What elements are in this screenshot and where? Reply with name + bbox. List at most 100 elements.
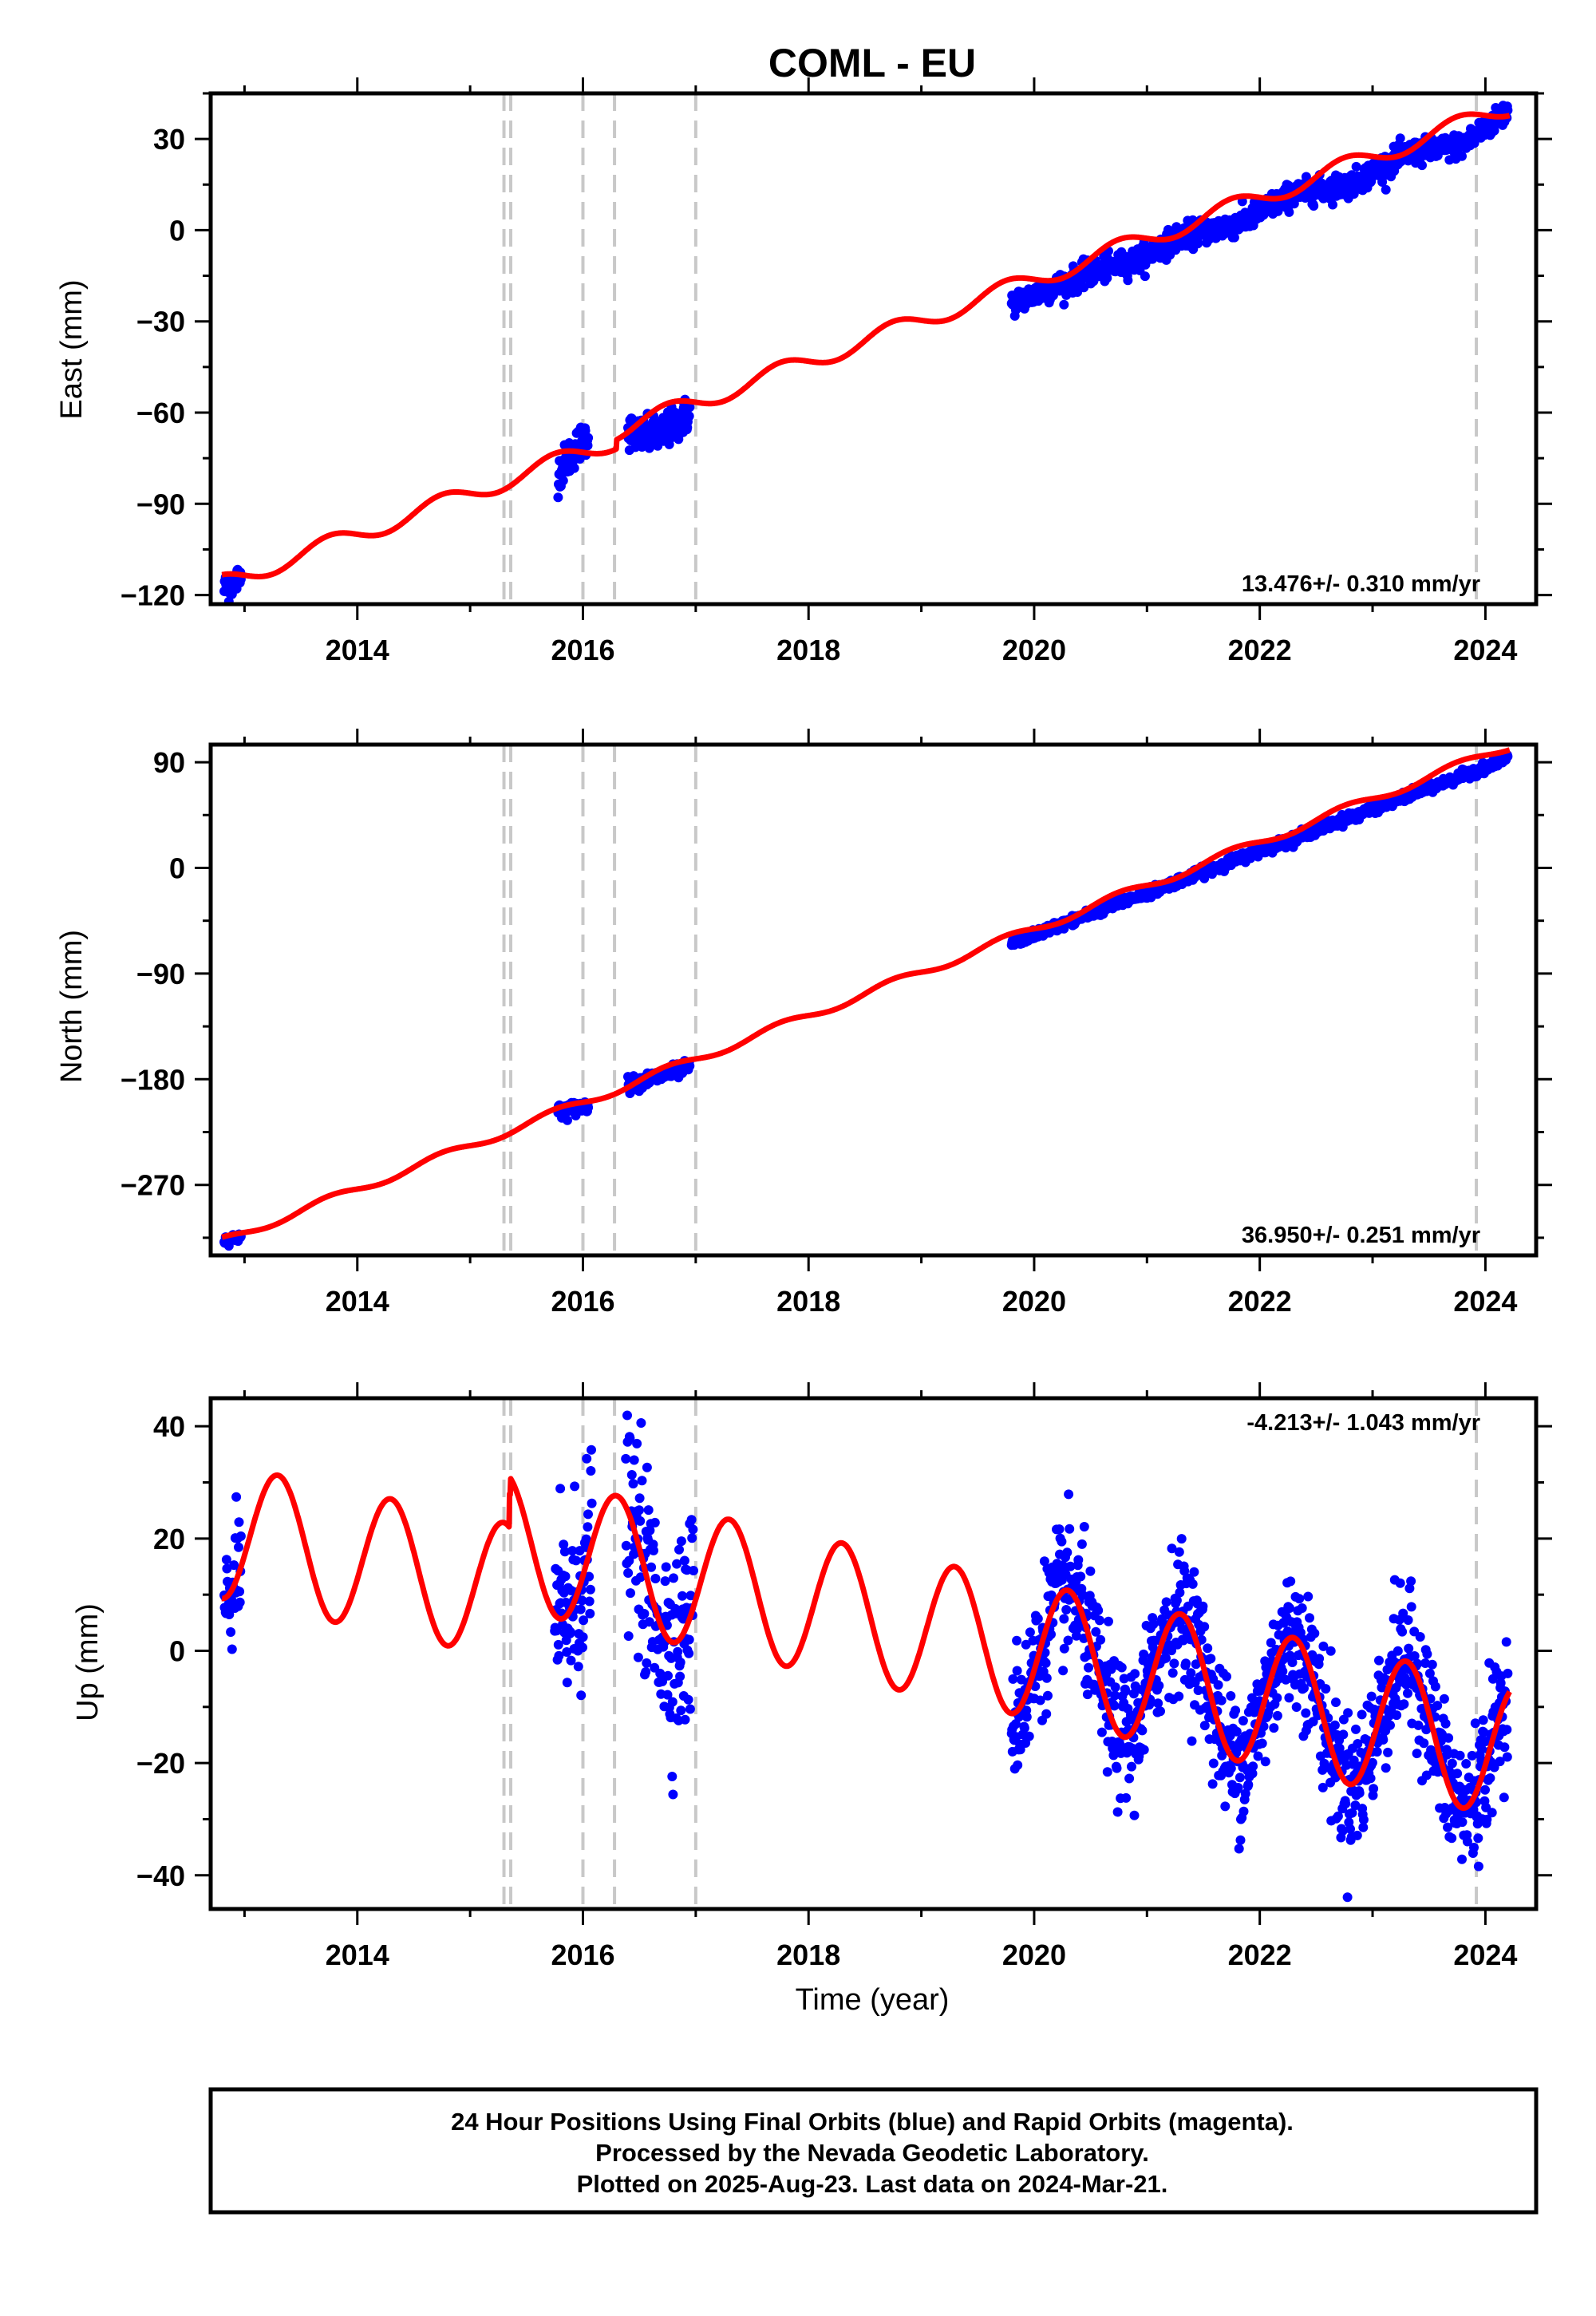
data-point xyxy=(1033,1614,1043,1624)
data-point xyxy=(234,1517,244,1528)
data-point xyxy=(1403,1688,1412,1698)
data-point xyxy=(1417,160,1427,171)
data-point xyxy=(1129,1810,1140,1820)
data-point xyxy=(626,1470,637,1480)
data-point xyxy=(1079,1522,1089,1531)
data-point xyxy=(226,1627,236,1637)
data-point xyxy=(1501,1637,1511,1647)
data-point xyxy=(1189,1567,1199,1577)
data-point xyxy=(1294,1594,1305,1604)
data-point xyxy=(1502,1752,1512,1762)
data-point xyxy=(1473,1861,1483,1871)
data-point xyxy=(1008,1674,1018,1684)
data-point xyxy=(1198,1601,1208,1611)
data-point xyxy=(584,1596,595,1607)
data-point xyxy=(1444,1733,1454,1743)
data-point xyxy=(650,1574,661,1583)
plot-frame xyxy=(208,1396,1539,1911)
data-point xyxy=(1041,1709,1052,1719)
data-point xyxy=(685,1061,695,1071)
data-point xyxy=(1176,1534,1187,1544)
data-point xyxy=(646,1562,657,1572)
x-tick-label: 2020 xyxy=(1002,1939,1066,1971)
y-tick-label: 40 xyxy=(153,1410,185,1443)
y-tick-label: 30 xyxy=(153,123,185,156)
x-tick-label: 2022 xyxy=(1228,634,1292,666)
data-point xyxy=(685,1704,695,1714)
data-point xyxy=(1406,1576,1416,1587)
data-point xyxy=(684,1648,694,1658)
model-curve xyxy=(219,111,1512,579)
data-point xyxy=(1169,1658,1179,1669)
data-point xyxy=(1139,1745,1149,1755)
data-point xyxy=(1064,1489,1074,1500)
data-point xyxy=(1234,1844,1244,1854)
data-point xyxy=(1286,1576,1296,1587)
data-point xyxy=(1187,1579,1198,1589)
data-point xyxy=(1156,1706,1165,1717)
east-ylabel: East (mm) xyxy=(55,279,89,419)
y-tick-label: −60 xyxy=(136,397,185,429)
data-point xyxy=(1181,1658,1191,1669)
data-point xyxy=(1503,105,1513,116)
y-tick-label: −40 xyxy=(136,1860,185,1892)
data-point xyxy=(1216,1695,1227,1705)
data-point xyxy=(1422,1649,1432,1659)
data-point xyxy=(1193,239,1203,249)
data-point xyxy=(1358,1815,1369,1825)
data-point xyxy=(675,1671,685,1682)
data-point xyxy=(1203,1643,1213,1654)
east-rate-label: 13.476+/- 0.310 mm/yr xyxy=(1242,571,1480,597)
data-point xyxy=(235,1587,245,1597)
data-point xyxy=(1338,1729,1349,1740)
data-point xyxy=(1499,1742,1510,1753)
data-point xyxy=(1140,271,1150,282)
data-point xyxy=(683,1694,693,1705)
data-point xyxy=(1085,1566,1096,1576)
data-point xyxy=(674,1544,684,1555)
data-point xyxy=(569,463,579,473)
data-point xyxy=(1383,1747,1393,1757)
x-tick-label: 2022 xyxy=(1228,1939,1292,1971)
data-point xyxy=(687,1533,697,1543)
data-point xyxy=(663,1670,673,1681)
data-point xyxy=(1457,151,1467,161)
x-axis-label: Time (year) xyxy=(796,1983,950,2017)
data-point xyxy=(1208,1758,1219,1769)
data-point xyxy=(643,1505,654,1516)
model-curve xyxy=(219,747,1512,1240)
data-point xyxy=(1174,1691,1184,1701)
data-point xyxy=(1269,1723,1279,1733)
data-point xyxy=(1374,1655,1384,1666)
data-point xyxy=(1457,1854,1467,1864)
data-point xyxy=(1452,1769,1463,1779)
data-point xyxy=(1199,1622,1210,1632)
data-point xyxy=(573,1662,583,1672)
data-point xyxy=(1110,1682,1120,1693)
x-tick-label: 2020 xyxy=(1002,1285,1066,1318)
data-point xyxy=(621,1540,631,1551)
y-tick-label: −120 xyxy=(120,579,185,612)
data-point xyxy=(1213,1680,1223,1690)
data-point xyxy=(1404,1643,1414,1654)
y-tick-label: 0 xyxy=(169,852,185,884)
data-point xyxy=(582,1453,592,1464)
data-point xyxy=(575,1604,586,1614)
data-point xyxy=(1406,1602,1416,1612)
x-tick-label: 2018 xyxy=(776,1939,840,1971)
observed-points xyxy=(219,1398,1513,1903)
data-point xyxy=(1102,1767,1112,1777)
data-point xyxy=(1248,1761,1258,1772)
data-point xyxy=(1461,1759,1472,1769)
data-point xyxy=(570,1481,580,1492)
data-point xyxy=(1403,1615,1413,1625)
data-point xyxy=(1059,1643,1069,1654)
data-point xyxy=(234,1542,243,1552)
data-point xyxy=(576,1690,587,1701)
y-tick-label: 90 xyxy=(153,746,185,779)
data-point xyxy=(1061,1605,1072,1614)
y-tick-label: 20 xyxy=(153,1523,185,1555)
data-point xyxy=(686,1515,697,1525)
data-point xyxy=(583,433,594,443)
data-point xyxy=(684,411,694,421)
